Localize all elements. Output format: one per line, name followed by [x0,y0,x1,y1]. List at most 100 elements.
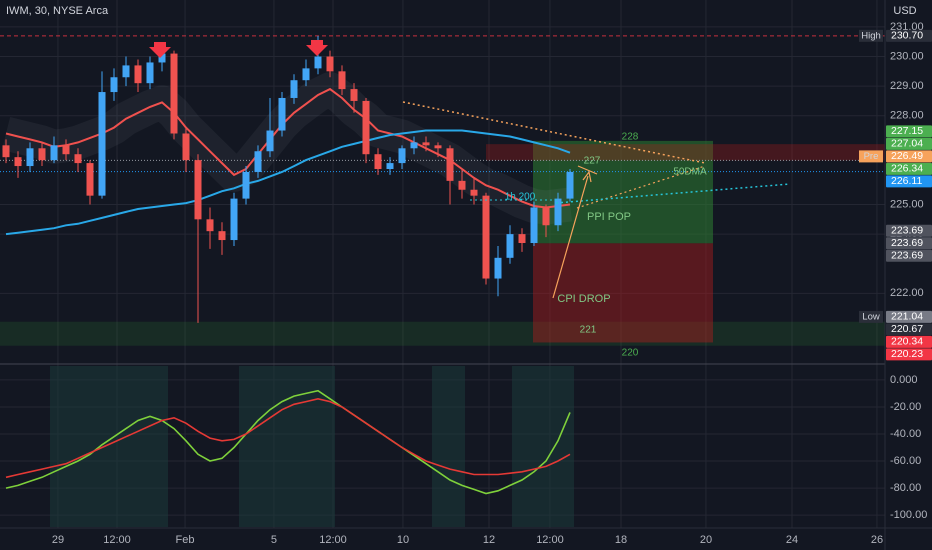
price-tag-label: 226.34 [891,163,923,175]
x-tick-label: 12:00 [103,534,131,546]
x-tick-label: 26 [871,534,883,546]
oscillator-line [5,389,571,495]
candle-body [146,62,154,84]
trend-line [555,183,791,204]
candle-body [458,180,466,190]
labels: 29 12:00 Feb 5 12:00 10 12 12:00 18 20 24 26231.002… [52,21,932,546]
candle-body [434,145,442,149]
arrow-head [582,170,592,183]
candle-body [218,231,226,241]
signal-zone [239,366,335,527]
x-tick-label: 5 [271,534,277,546]
oscillator-line [5,397,571,479]
candle-body [422,142,430,146]
candle-body [86,163,94,196]
candle-body [278,97,286,131]
drawings [149,40,791,299]
loss-zone [533,243,713,343]
trend-line [402,101,706,164]
price-tag-name-box [859,29,883,42]
price-tag [886,29,932,42]
annotation: 1h 200 [505,192,536,203]
x-tick-label: 24 [786,534,798,546]
x-tick-label: Feb [176,534,195,546]
candle-body [290,80,298,98]
x-tick-label: 20 [700,534,712,546]
x-tick-label: 29 [52,534,64,546]
signal-zones [50,366,574,527]
marks [1,35,575,495]
price-tag-name: High [861,30,881,41]
zones [0,35,885,346]
price-tag-label: 220.67 [891,323,923,335]
price-tag-name-box [859,310,883,323]
y2-tick-label: -20.00 [890,401,921,413]
moving-average [5,129,571,236]
candle-body [254,151,262,172]
price-tag [886,348,932,361]
price-tag-label: 226.49 [891,150,923,162]
candle-body [110,77,118,93]
y-tick-label: 228.00 [890,110,924,122]
candle-body [530,207,538,244]
candle-body [470,189,478,196]
annotation: 50DMA [673,167,707,178]
price-tag-label: 221.04 [891,311,923,323]
low-band [0,321,885,346]
candle-body [50,145,58,161]
candle-body [398,148,406,164]
x-tick-label: 18 [615,534,627,546]
candle-body [266,130,274,152]
signal-zone [512,366,574,527]
annotation: 228 [622,132,639,143]
price-tag [886,162,932,175]
annotation: PPI POP [587,211,631,223]
candle-body [230,198,238,241]
y-tick-label: 222.00 [890,287,924,299]
candle-body [182,133,190,161]
price-tag [886,224,932,237]
candle-body [98,92,106,196]
price-tag [886,310,932,323]
y-tick-label: 229.00 [890,80,924,92]
candle-body [242,171,250,199]
y2-tick-label: -60.00 [890,455,921,467]
price-tag [886,335,932,348]
price-tag [886,237,932,250]
candle-body [362,100,370,155]
candle-body [374,154,382,170]
arrow-line [552,175,589,299]
y-tick-label: 231.00 [890,21,924,33]
candle-body [518,234,526,244]
price-tag [886,249,932,262]
candle-body [482,195,490,279]
annotation: 227 [584,156,601,167]
candle-body [14,157,22,167]
arrow-line [577,165,598,175]
candle-body [122,65,130,78]
annotation: CPI DROP [557,293,610,305]
price-tag [886,323,932,336]
price-tag-name: Pre [864,151,879,162]
candle-body [302,68,310,81]
price-tag-label: 223.69 [891,250,923,262]
candle-body [134,65,142,84]
price-axis-panel [885,0,932,550]
signal-arrow [149,42,171,58]
candle-body [566,171,574,199]
price-tag [886,150,932,163]
candle-body [74,154,82,164]
candle-body [410,142,418,149]
signal-zone [50,366,168,527]
y2-tick-label: 0.000 [890,374,918,386]
pre-band [486,144,885,161]
price-tag-name-box [859,150,883,163]
candle-body [194,160,202,220]
price-tag [886,175,932,188]
price-tag-label: 223.69 [891,225,923,237]
candle-body [506,234,514,258]
price-tag-name: Low [862,311,880,322]
currency: USD [893,5,916,17]
candle-body [350,89,358,101]
